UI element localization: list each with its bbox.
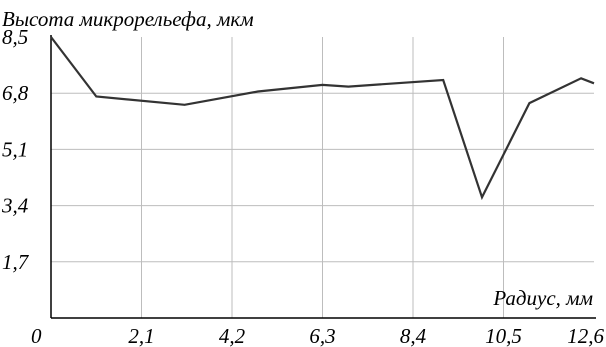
x-tick-label: 12,6 [567,324,604,347]
y-axis-title: Высота микрорельефа, мкм [2,7,254,31]
y-tick-label: 6,8 [2,81,29,105]
y-tick-label: 3,4 [1,194,29,218]
x-tick-label: 6,3 [309,324,335,347]
y-tick-labels: 8,5 6,8 5,1 3,4 1,7 [1,25,30,274]
series-group [50,36,595,201]
grid-lines [51,37,594,318]
x-tick-label: 10,5 [485,324,522,347]
x-tick-label: 0 [31,324,42,347]
x-axis-title: Радиус, мм [492,286,593,310]
x-tick-label: 8,4 [400,324,427,347]
y-tick-label: 5,1 [2,137,28,161]
x-tick-labels: 0 2,1 4,2 6,3 8,4 10,5 12,6 [31,324,605,347]
series-line [50,36,595,201]
x-tick-label: 4,2 [219,324,246,347]
y-tick-label: 1,7 [2,250,30,274]
x-tick-label: 2,1 [128,324,154,347]
y-tick-label: 8,5 [2,25,28,49]
axes [50,35,596,319]
